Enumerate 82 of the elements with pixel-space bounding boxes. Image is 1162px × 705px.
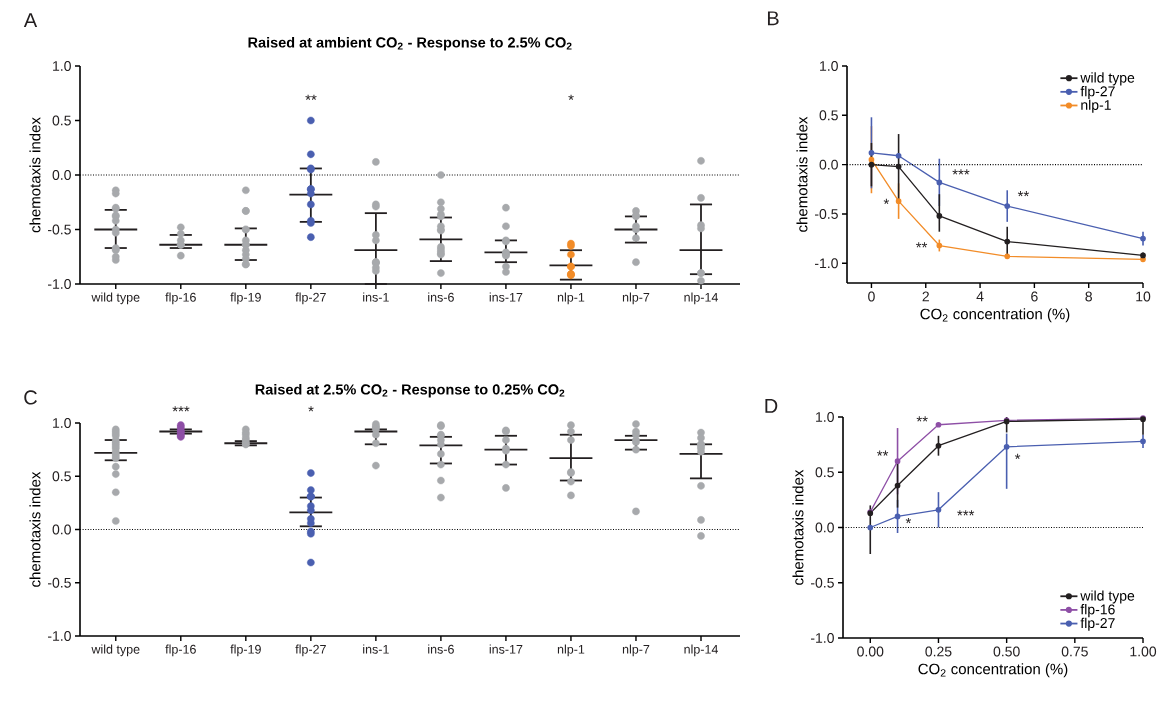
y-tick-label: -1.0 — [814, 258, 838, 269]
annotation: * — [883, 198, 890, 205]
x-tick-label: wild type — [91, 644, 140, 657]
y-axis-title: chemotaxis index — [29, 117, 41, 233]
x-axis-title: CO$_{2}$ concentration (%) — [920, 308, 1070, 323]
x-tick-label: 8 — [1085, 291, 1092, 302]
chart-title: Raised at ambient CO$_{2}$ - Response to 2.5% CO$_{2}$ — [248, 36, 572, 51]
x-tick-label: nlp-7 — [622, 292, 650, 305]
x-tick-label: 4 — [976, 291, 984, 302]
annotation: ** — [916, 416, 928, 422]
text: B — [767, 11, 779, 26]
annotation: *** — [957, 510, 975, 516]
legend-label: flp-27 — [1080, 86, 1115, 100]
annotation: * — [568, 94, 574, 100]
text: C — [24, 390, 37, 405]
x-tick-label: nlp-14 — [684, 644, 718, 657]
x-tick-label: flp-19 — [230, 292, 261, 305]
x-tick-label: flp-19 — [230, 644, 261, 657]
legend-label: wild type — [1080, 590, 1135, 604]
x-tick-label: ins-1 — [363, 644, 389, 654]
y-axis-title: chemotaxis index — [29, 471, 41, 587]
x-tick-label: ins-6 — [428, 644, 454, 654]
x-tick-label: flp-27 — [295, 292, 326, 305]
y-tick-label: -0.5 — [47, 577, 71, 588]
x-tick-label: ins-17 — [489, 644, 523, 654]
y-tick-label: 0.0 — [52, 524, 71, 535]
legend-label: wild type — [1080, 72, 1135, 86]
y-axis-title: chemotaxis index — [796, 116, 808, 232]
annotation: ** — [916, 242, 928, 248]
y-tick-label: 1.0 — [816, 412, 834, 422]
x-tick-label: 6 — [1031, 291, 1038, 302]
y-tick-label: 1.0 — [820, 61, 838, 71]
x-tick-label: nlp-7 — [622, 644, 650, 657]
y-tick-label: -1.0 — [47, 279, 71, 289]
y-tick-label: 0.5 — [52, 471, 71, 482]
y-tick-label: 1.0 — [53, 61, 71, 71]
x-tick-label: 10 — [1136, 291, 1151, 302]
y-tick-label: -0.5 — [47, 224, 71, 235]
y-tick-label: 0.5 — [815, 467, 834, 478]
annotation: * — [905, 517, 912, 524]
y-tick-label: 0.5 — [52, 115, 71, 126]
x-tick-label: nlp-1 — [557, 644, 585, 657]
x-tick-label: flp-16 — [165, 644, 196, 657]
text: A — [23, 13, 38, 28]
y-tick-label: 0.0 — [52, 170, 71, 180]
x-tick-label: flp-16 — [165, 292, 196, 305]
x-tick-label: wild type — [91, 292, 140, 305]
annotation: * — [1014, 453, 1021, 460]
y-tick-label: -0.5 — [814, 208, 838, 219]
y-axis-title: chemotaxis index — [792, 469, 804, 585]
text: D — [765, 399, 778, 413]
text: *** — [172, 406, 190, 412]
x-tick-label: 0.00 — [857, 646, 884, 657]
x-tick-label: 0.75 — [1061, 646, 1088, 657]
annotation: ** — [305, 94, 317, 100]
legend-label: flp-27 — [1080, 617, 1115, 631]
text: * — [308, 406, 314, 412]
y-tick-label: -0.5 — [810, 577, 834, 588]
chart-title: Raised at 2.5% CO$_{2}$ - Response to 0.25% CO$_{2}$ — [255, 383, 565, 398]
x-tick-label: nlp-1 — [557, 292, 585, 305]
x-tick-label: 2 — [922, 291, 929, 302]
annotation: *** — [952, 169, 970, 175]
y-tick-label: 0.5 — [819, 110, 838, 121]
y-tick-label: -1.0 — [47, 631, 71, 641]
x-tick-label: flp-27 — [295, 644, 326, 657]
x-tick-label: 0.25 — [925, 646, 952, 657]
y-tick-label: 0.0 — [819, 159, 838, 170]
y-tick-label: 1.0 — [53, 418, 71, 428]
x-tick-label: ins-6 — [428, 292, 454, 302]
legend-label: flp-16 — [1080, 604, 1115, 618]
y-tick-label: -1.0 — [810, 633, 834, 643]
x-tick-label: nlp-14 — [684, 292, 718, 305]
x-tick-label: 0 — [868, 291, 875, 302]
x-tick-label: ins-1 — [363, 292, 389, 302]
x-tick-label: 1.00 — [1130, 646, 1157, 657]
annotation: ** — [1017, 191, 1030, 197]
x-axis-title: CO$_{2}$ concentration (%) — [918, 663, 1068, 678]
annotation: ** — [877, 450, 889, 456]
legend-label: nlp-1 — [1081, 99, 1111, 113]
y-tick-label: 0.0 — [815, 522, 834, 533]
x-tick-label: 0.50 — [993, 646, 1020, 657]
x-tick-label: ins-17 — [489, 292, 523, 302]
